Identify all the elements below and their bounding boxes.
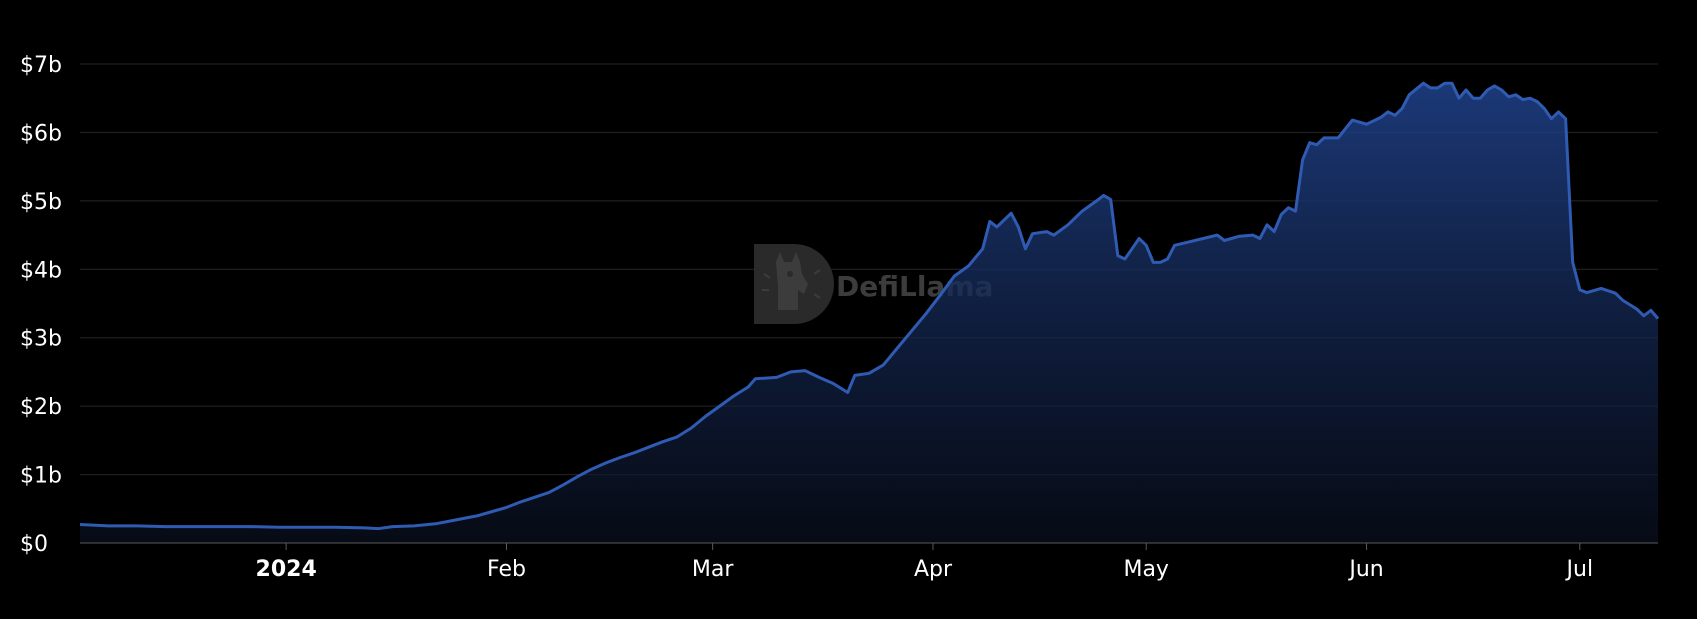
y-tick-label: $4b [20,258,62,283]
y-tick-label: $0 [20,532,48,557]
x-tick-label: Apr [914,557,953,582]
y-axis: $0 $1b $2b $3b $4b $5b $6b $7b [20,53,62,557]
x-tick-label: May [1123,557,1168,582]
x-tick-label: Jul [1565,557,1594,582]
x-tick-label: 2024 [256,557,317,582]
series-line [79,81,1660,531]
y-tick-label: $3b [20,327,62,352]
y-tick-label: $5b [20,190,62,215]
x-tick-label: Mar [692,557,734,582]
y-tick-label: $2b [20,395,62,420]
series-area [80,83,1658,543]
grid-lines [80,63,1658,476]
x-axis: 2024 Feb Mar Apr May Jun Jul [256,543,1594,582]
x-tick-label: Jun [1347,557,1383,582]
y-tick-label: $6b [20,121,62,146]
x-tick-label: Feb [487,557,526,582]
y-tick-label: $7b [20,53,62,78]
llama-logo-icon [754,244,834,324]
y-tick-label: $1b [20,464,62,489]
